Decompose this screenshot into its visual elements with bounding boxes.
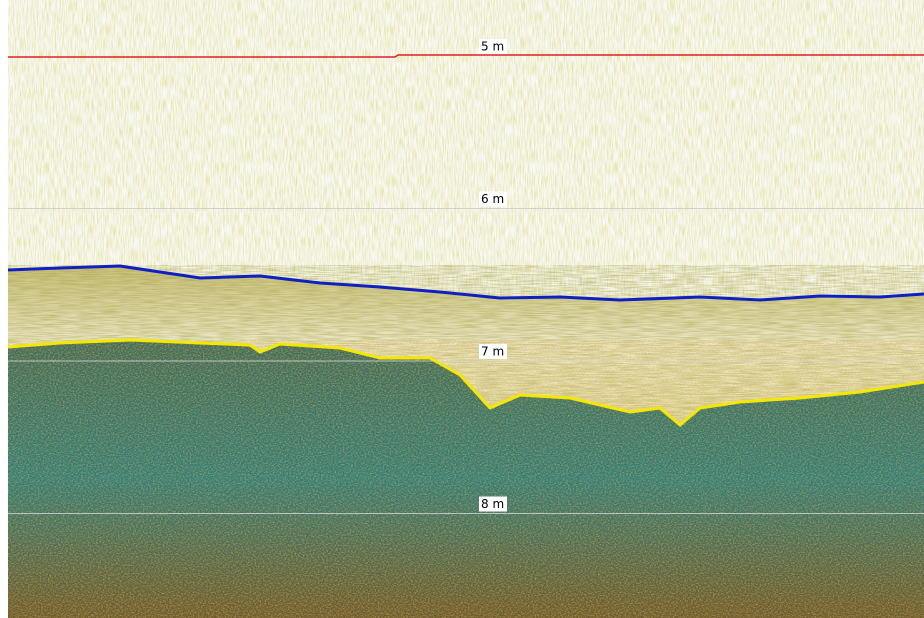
depth-label: 5 m <box>481 40 504 54</box>
depth-label: 7 m <box>481 345 504 359</box>
echogram: 5 m 6 m 7 m 8 m <box>0 0 924 618</box>
water-noise <box>8 0 924 300</box>
echo-image <box>8 0 924 618</box>
depth-label: 6 m <box>481 192 504 206</box>
page: 5 m6 m7 m8 m (() => { const data = JSON.… <box>0 0 924 618</box>
depth-label: 8 m <box>481 497 504 511</box>
